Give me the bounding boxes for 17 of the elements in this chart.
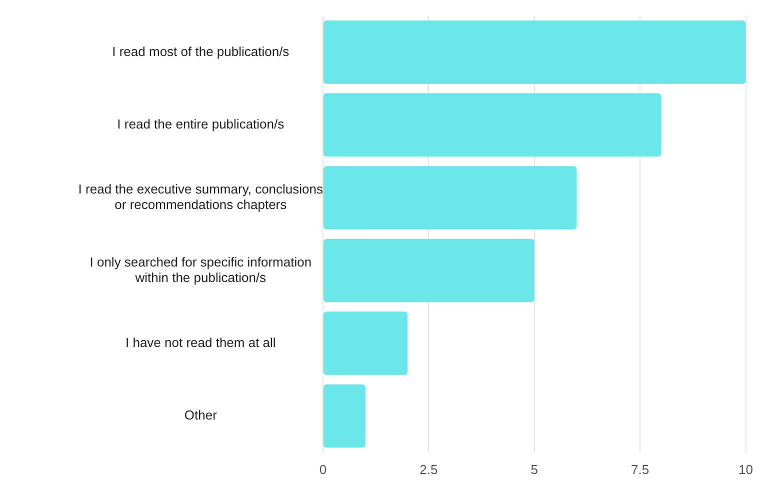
x-tick-label: 2.5 (420, 462, 438, 477)
bar (324, 20, 746, 84)
bar (324, 166, 577, 230)
x-tick-label: 7.5 (631, 462, 650, 477)
y-tick-label: I read the executive summary, conclusions or recommendations chapters (78, 181, 324, 212)
y-tick-label: I have not read them at all (125, 334, 276, 350)
x-tick-label: 10 (738, 462, 754, 477)
bar (324, 93, 662, 157)
y-tick-label: I only searched for specific information within the publication/s (90, 254, 312, 285)
y-tick-label: I read the entire publication/s (117, 116, 285, 132)
y-tick-label: Other (184, 408, 218, 423)
y-tick-label: I read most of the publication/s (112, 44, 290, 59)
x-tick-label: 0 (319, 462, 327, 477)
x-tick-label: 5 (530, 462, 538, 477)
bar (324, 384, 366, 448)
bar (324, 312, 408, 375)
bar (324, 238, 534, 302)
